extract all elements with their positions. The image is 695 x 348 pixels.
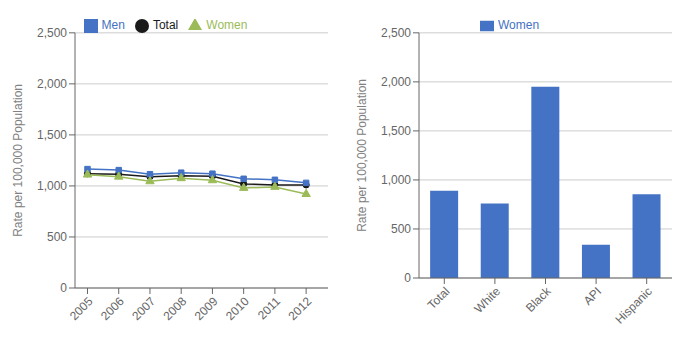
svg-text:2,500: 2,500 bbox=[37, 26, 67, 40]
html-text:Women: Women bbox=[497, 18, 540, 32]
svg-text:1,000: 1,000 bbox=[37, 179, 67, 193]
svg-text:2,000: 2,000 bbox=[381, 75, 411, 89]
svg-text:API: API bbox=[581, 284, 605, 308]
html-text:Women: Women bbox=[206, 18, 248, 32]
svg-text:500: 500 bbox=[47, 230, 67, 244]
svg-text:Rate per 100,000 Population: Rate per 100,000 Population bbox=[355, 79, 369, 232]
svg-text:2010: 2010 bbox=[223, 294, 252, 323]
svg-text:Black: Black bbox=[523, 284, 554, 315]
svg-text:500: 500 bbox=[391, 222, 411, 236]
svg-text:0: 0 bbox=[404, 271, 411, 285]
html-text:Total: Total bbox=[152, 18, 179, 32]
svg-text:Hispanic: Hispanic bbox=[612, 284, 654, 326]
svg-text:2,000: 2,000 bbox=[37, 77, 67, 91]
svg-text:2005: 2005 bbox=[67, 294, 96, 323]
svg-text:1,000: 1,000 bbox=[381, 173, 411, 187]
html-text:Men: Men bbox=[101, 18, 125, 32]
svg-text:2008: 2008 bbox=[161, 294, 190, 323]
svg-text:0: 0 bbox=[60, 281, 67, 295]
svg-text:2006: 2006 bbox=[98, 294, 127, 323]
svg-text:2011: 2011 bbox=[255, 294, 283, 322]
svg-text:2012: 2012 bbox=[286, 294, 315, 323]
svg-text:1,500: 1,500 bbox=[37, 128, 67, 142]
svg-text:2007: 2007 bbox=[129, 294, 158, 323]
svg-text:Rate per 100,000 Population: Rate per 100,000 Population bbox=[11, 84, 25, 237]
svg-text:2009: 2009 bbox=[192, 294, 221, 323]
svg-text:1,500: 1,500 bbox=[381, 124, 411, 138]
svg-text:White: White bbox=[471, 284, 503, 316]
svg-text:Total: Total bbox=[425, 284, 453, 312]
svg-text:2,500: 2,500 bbox=[381, 26, 411, 40]
